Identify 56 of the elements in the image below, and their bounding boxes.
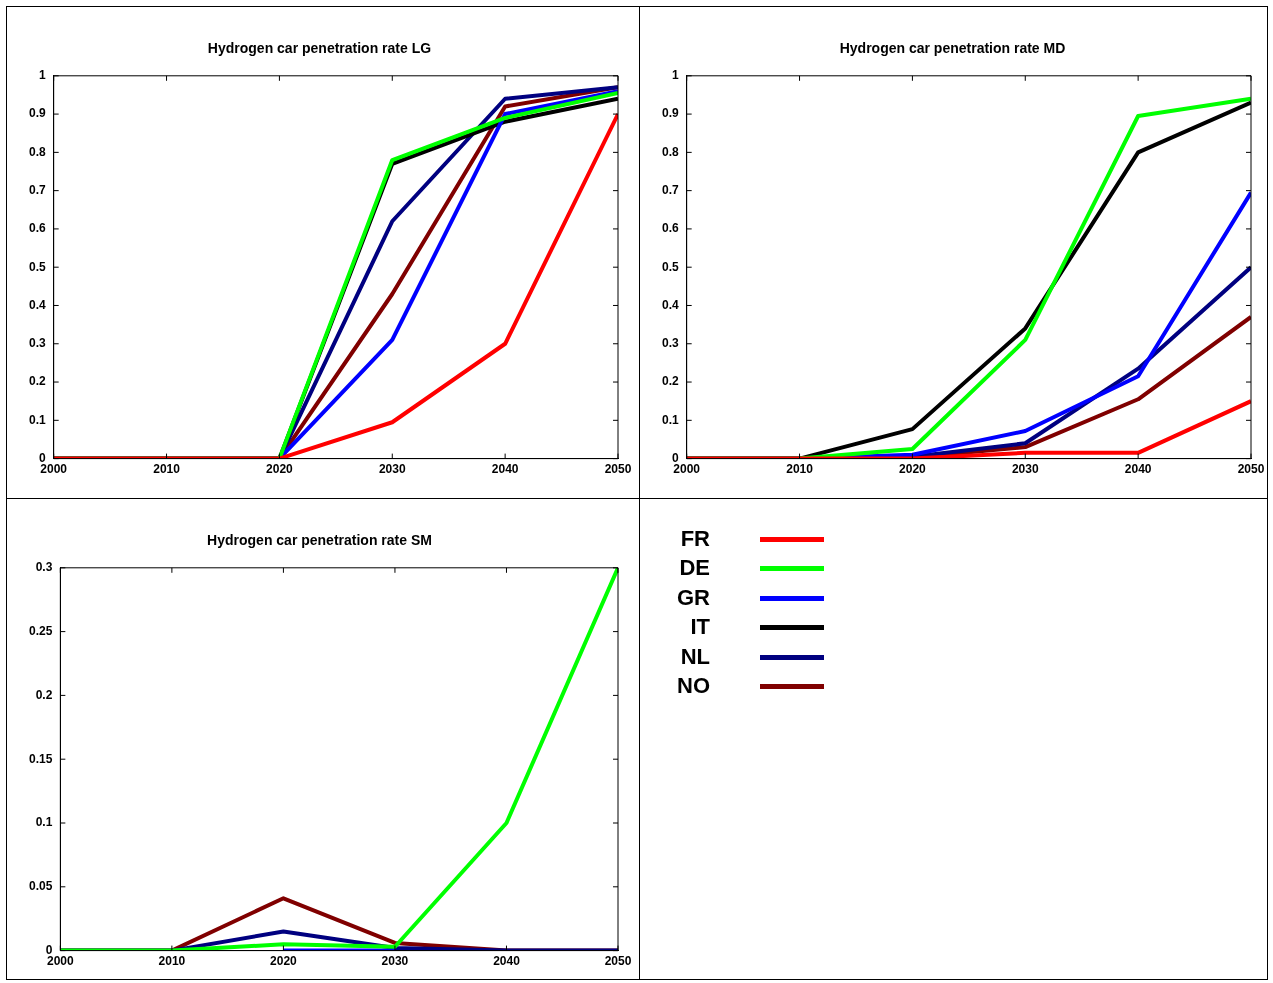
y-tick-label: 0	[45, 942, 53, 957]
y-tick-label: 0.2	[35, 687, 53, 702]
x-tick-label: 2000	[47, 954, 75, 969]
y-tick-label: 0.1	[28, 412, 46, 427]
legend-label: FR	[680, 526, 710, 551]
y-tick-label: 0.5	[661, 259, 679, 274]
y-tick-label: 0.3	[661, 336, 679, 351]
legend-label: GR	[677, 584, 710, 610]
y-tick-label: 0	[38, 450, 46, 465]
chart-title: Hydrogen car penetration rate LG	[207, 40, 432, 57]
y-tick-label: 0.7	[661, 182, 679, 197]
y-tick-label: 0.2	[28, 374, 46, 389]
y-tick-label: 0.3	[35, 560, 53, 575]
y-tick-label: 0.4	[661, 297, 679, 312]
x-tick-label: 2000	[673, 462, 701, 477]
legend-label: NO	[677, 673, 710, 698]
y-tick-label: 1	[38, 68, 46, 83]
y-tick-label: 0	[671, 450, 679, 465]
chart-title: Hydrogen car penetration rate MD	[839, 40, 1066, 57]
x-tick-label: 2040	[491, 462, 519, 477]
y-tick-label: 0.8	[28, 144, 46, 159]
y-tick-label: 0.15	[29, 751, 53, 766]
y-tick-label: 0.6	[661, 221, 679, 236]
x-tick-label: 2050	[604, 462, 632, 477]
x-tick-label: 2030	[1011, 462, 1039, 477]
y-tick-label: 0.7	[28, 182, 46, 197]
y-tick-label: 0.9	[28, 106, 46, 121]
x-tick-label: 2010	[153, 462, 181, 477]
y-tick-label: 0.05	[29, 879, 53, 894]
legend-label: DE	[679, 555, 710, 581]
y-tick-label: 1	[671, 68, 679, 83]
x-tick-label: 2040	[1124, 462, 1152, 477]
x-tick-label: 2010	[786, 462, 814, 477]
x-tick-label: 2030	[381, 954, 409, 969]
x-tick-label: 2050	[604, 954, 632, 969]
x-tick-label: 2000	[40, 462, 68, 477]
y-tick-label: 0.8	[661, 144, 679, 159]
y-tick-label: 0.25	[29, 623, 53, 638]
y-tick-label: 0.5	[28, 259, 46, 274]
legend-label: NL	[680, 643, 710, 669]
y-tick-label: 0.6	[28, 221, 46, 236]
chart-title: Hydrogen car penetration rate SM	[207, 532, 432, 549]
y-tick-label: 0.4	[28, 297, 46, 312]
x-tick-label: 2020	[270, 954, 298, 969]
x-tick-label: 2030	[378, 462, 406, 477]
y-tick-label: 0.1	[35, 815, 53, 830]
x-tick-label: 2050	[1237, 462, 1265, 477]
y-tick-label: 0.2	[661, 374, 679, 389]
y-tick-label: 0.3	[28, 336, 46, 351]
x-tick-label: 2040	[493, 954, 521, 969]
legend-label: IT	[690, 614, 710, 640]
x-tick-label: 2020	[899, 462, 927, 477]
y-tick-label: 0.1	[661, 412, 679, 427]
x-tick-label: 2020	[266, 462, 294, 477]
y-tick-label: 0.9	[661, 106, 679, 121]
x-tick-label: 2010	[158, 954, 186, 969]
